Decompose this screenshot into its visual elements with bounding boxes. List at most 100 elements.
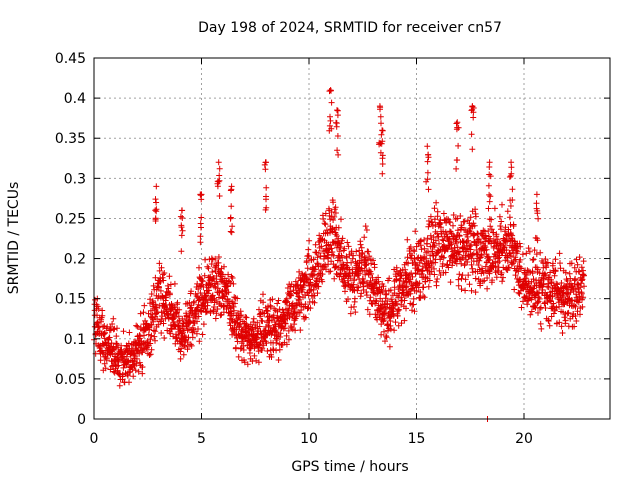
data-point	[107, 366, 114, 373]
data-point	[292, 278, 299, 285]
x-axis-label: GPS time / hours	[291, 459, 408, 475]
data-point	[204, 263, 211, 270]
data-point	[264, 348, 271, 354]
data-point	[552, 267, 559, 274]
data-point	[504, 208, 511, 215]
data-point	[99, 307, 106, 314]
data-point	[330, 199, 337, 206]
data-point	[195, 313, 202, 320]
data-point	[485, 205, 492, 212]
data-point	[215, 159, 222, 166]
data-point	[377, 113, 384, 120]
data-point	[518, 304, 525, 311]
data-point	[214, 180, 221, 187]
data-point	[133, 322, 140, 329]
data-point	[319, 271, 326, 278]
data-point	[493, 274, 500, 281]
data-point	[139, 370, 146, 377]
data-point	[379, 127, 386, 134]
data-point	[455, 276, 462, 283]
data-point	[537, 249, 544, 256]
data-point	[260, 291, 266, 298]
y-tick-label: 0.35	[55, 131, 86, 147]
data-point	[407, 290, 414, 297]
data-point	[150, 318, 157, 325]
data-point	[212, 284, 219, 291]
data-point	[175, 332, 182, 339]
data-point	[344, 239, 351, 246]
data-point	[273, 347, 280, 354]
data-point	[179, 227, 186, 234]
data-point	[363, 227, 370, 233]
data-point	[541, 300, 548, 307]
data-point	[149, 297, 156, 304]
data-point	[363, 292, 370, 299]
data-point	[148, 291, 155, 297]
data-point	[335, 224, 342, 231]
data-point	[456, 233, 463, 240]
data-point	[533, 235, 540, 242]
data-point	[150, 327, 157, 334]
data-point	[320, 216, 327, 222]
data-point	[337, 257, 344, 264]
data-point	[455, 251, 462, 258]
data-point	[118, 347, 125, 353]
data-point	[114, 367, 121, 374]
data-point	[177, 355, 184, 362]
data-point	[481, 277, 488, 284]
data-point	[391, 327, 398, 334]
data-point	[431, 242, 438, 249]
data-point	[290, 305, 297, 312]
data-point	[572, 313, 579, 319]
data-point	[285, 336, 292, 343]
data-point	[224, 282, 231, 289]
data-point	[206, 287, 212, 294]
data-point	[228, 229, 235, 236]
data-point	[146, 352, 153, 358]
data-point	[238, 312, 245, 319]
data-point	[152, 328, 159, 335]
data-point	[534, 299, 541, 306]
data-point	[549, 293, 556, 300]
data-point	[270, 312, 277, 319]
data-point	[219, 271, 226, 278]
data-point	[339, 235, 346, 242]
data-point	[425, 186, 432, 193]
data-point	[408, 286, 414, 293]
data-point	[492, 263, 499, 270]
data-point	[283, 332, 290, 339]
data-point	[331, 213, 338, 220]
data-point	[486, 191, 493, 198]
data-point	[413, 261, 419, 268]
data-point	[318, 243, 325, 250]
data-point	[440, 254, 447, 261]
data-point	[410, 301, 417, 308]
x-tick-label: 10	[300, 431, 318, 447]
data-point	[359, 249, 366, 256]
data-point	[113, 340, 120, 347]
data-point	[167, 281, 174, 288]
data-point	[215, 254, 222, 260]
data-point	[517, 243, 524, 250]
data-point	[315, 283, 322, 290]
data-point	[168, 326, 175, 333]
data-point	[378, 120, 384, 127]
data-point	[367, 294, 374, 301]
data-point	[508, 170, 515, 177]
data-point	[401, 317, 408, 324]
data-point	[256, 306, 262, 313]
data-point	[562, 269, 569, 276]
data-point	[263, 159, 269, 166]
data-point	[101, 360, 108, 367]
data-point	[468, 131, 475, 138]
y-tick-label: 0.2	[64, 252, 86, 268]
data-point	[101, 335, 108, 342]
data-point	[575, 299, 582, 306]
data-point	[221, 263, 227, 270]
data-point	[580, 271, 587, 278]
data-point	[568, 260, 575, 267]
data-point	[158, 330, 165, 336]
data-point	[314, 260, 321, 267]
data-point	[94, 303, 101, 310]
data-point	[193, 293, 200, 299]
